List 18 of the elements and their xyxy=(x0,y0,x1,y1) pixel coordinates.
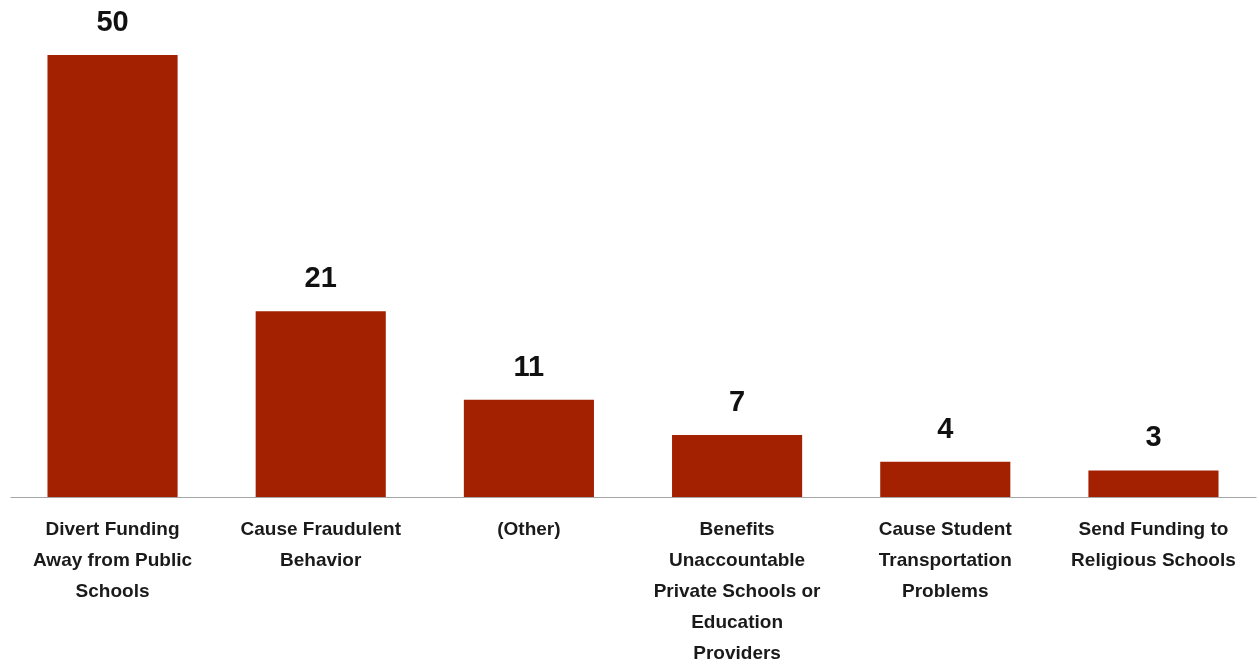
bar xyxy=(1088,470,1219,497)
x-tick-label: Cause Fraudulent Behavior xyxy=(240,517,402,570)
bar xyxy=(463,399,594,497)
bar xyxy=(672,435,803,497)
bar xyxy=(880,461,1011,497)
bar xyxy=(47,55,178,497)
data-label: 21 xyxy=(304,261,337,294)
x-tick-label: Divert Funding Away from Public Schools xyxy=(32,517,193,601)
x-tick-label: Send Funding to Religious Schools xyxy=(1071,517,1236,570)
data-label: 7 xyxy=(729,385,746,418)
data-label: 11 xyxy=(513,349,545,382)
x-tick-label: (Other) xyxy=(497,517,561,539)
data-label: 50 xyxy=(96,5,129,37)
x-tick-label: Cause Student Transportation Problems xyxy=(878,517,1013,601)
bar xyxy=(255,311,386,497)
data-label: 3 xyxy=(1145,420,1162,453)
data-label: 4 xyxy=(937,411,954,444)
x-tick-label: Benefits Unaccountable Private Schools or Education Providers xyxy=(653,517,822,663)
